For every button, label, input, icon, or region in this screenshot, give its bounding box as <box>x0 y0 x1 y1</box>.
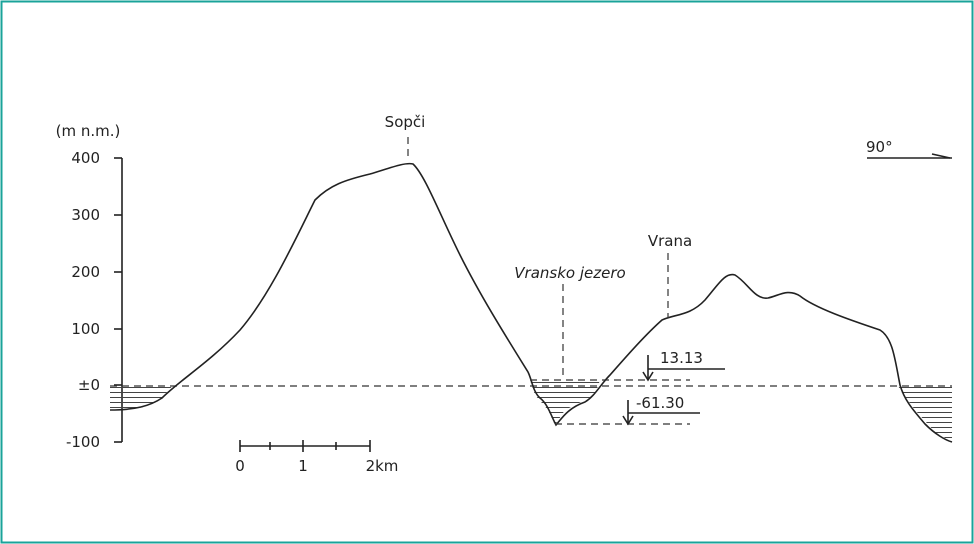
lake-hatch <box>530 380 600 425</box>
peak-label: Sopči <box>385 113 426 131</box>
y-tick-label: ±0 <box>78 376 100 394</box>
terrain-profile <box>109 162 953 443</box>
scale-label: 0 <box>235 457 245 475</box>
scale-label: 1 <box>298 457 308 475</box>
y-tick-label: 400 <box>71 149 100 167</box>
level-arrow <box>622 415 634 426</box>
village-label: Vrana <box>648 232 692 250</box>
level-label: -61.30 <box>636 394 684 412</box>
y-tick-label: 100 <box>71 320 100 338</box>
direction-arrow <box>931 153 951 159</box>
level-arrow <box>642 371 654 382</box>
level-label: 13.13 <box>660 349 703 367</box>
axis-unit: (m n.m.) <box>56 122 121 140</box>
direction-label: 90° <box>866 138 893 156</box>
sea-hatch <box>110 383 175 411</box>
sea-hatch <box>898 385 952 442</box>
y-tick-label: 300 <box>71 206 100 224</box>
y-tick-label: -100 <box>66 433 100 451</box>
lake-label: Vransko jezero <box>514 264 625 282</box>
y-tick-label: 200 <box>71 263 100 281</box>
scale-label: 2km <box>366 457 399 475</box>
scale-bar <box>239 440 371 452</box>
